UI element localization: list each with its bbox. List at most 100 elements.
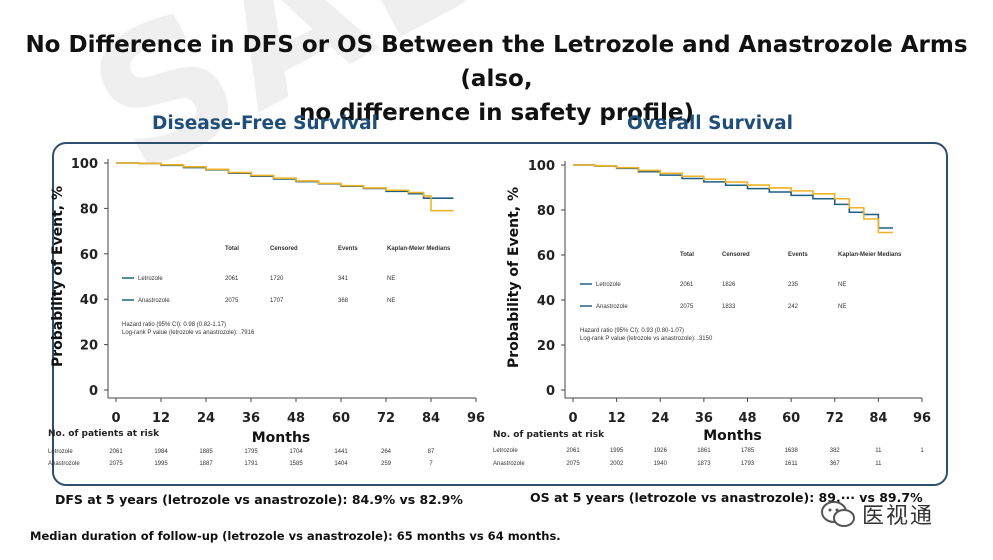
chart1-table-cell: NE	[838, 304, 846, 310]
chart1-table-cell: 2061	[680, 282, 694, 288]
chart1-x-tick-label: 96	[913, 411, 931, 426]
chart1-risk-value: 11	[875, 461, 882, 467]
chart1-y-axis-label: Probability of Event, %	[506, 187, 522, 368]
chart1-x-tick-label: 48	[738, 411, 756, 426]
chart1-risk-value: 1861	[697, 448, 711, 454]
chart1-pvalue: Log-rank P value (letrozole vs anastrozo…	[580, 336, 713, 342]
chart0-legend-label: Anastrozole	[138, 298, 170, 304]
chart1-risk-value: 2061	[566, 448, 580, 454]
chart0-pvalue: Log-rank P value (letrozole vs anastrozo…	[122, 330, 255, 336]
chart1-risk-arm: Letrozole	[493, 448, 518, 454]
logo-text: 医视通	[862, 504, 935, 529]
chart0-table-header: Total	[225, 246, 239, 252]
chart0-risk-value: 264	[381, 449, 392, 455]
chart0-risk-value: 2061	[109, 449, 123, 455]
chart1-legend-label: Letrozole	[596, 282, 621, 288]
chart0-table-cell: 368	[338, 298, 349, 304]
chart0-risk-value: 1585	[289, 461, 303, 467]
chart1-risk-value: 2075	[566, 461, 580, 467]
chart1-hazard-ratio: Hazard ratio (95% CI): 0.93 (0.80-1.07)	[580, 328, 684, 334]
chart1-series-anastrozole	[573, 164, 893, 234]
chart0-x-tick-label: 12	[152, 411, 170, 426]
chart1-table-header: Kaplan-Meier Medians	[838, 252, 902, 258]
chart1-table-cell: 1826	[722, 282, 736, 288]
chart0-legend-label: Letrozole	[138, 276, 163, 282]
chart1-risk-value: 1926	[654, 448, 668, 454]
chart1-risk-value: 1611	[785, 461, 799, 467]
chart1-table-header: Total	[680, 252, 694, 258]
chart1-risk-value: 2002	[610, 461, 624, 467]
chart0-risk-value: 1441	[334, 449, 348, 455]
dfs-5yr-note: DFS at 5 years (letrozole vs anastrozole…	[55, 492, 463, 507]
chart1-y-tick-label: 40	[537, 294, 555, 309]
chart1-table-cell: 242	[788, 304, 799, 310]
chart0-y-tick-label: 0	[89, 384, 98, 399]
chart0-x-tick-label: 48	[287, 411, 305, 426]
followup-note: Median duration of follow-up (letrozole …	[30, 529, 561, 543]
chart0-series-letrozole	[116, 162, 454, 199]
chart0-risk-value: 87	[428, 449, 435, 455]
chart1-table-cell: 2075	[680, 304, 694, 310]
chart1-x-tick-label: 24	[651, 411, 669, 426]
chart0-x-tick-label: 60	[332, 411, 350, 426]
wechat-logo: 医视通	[820, 494, 985, 534]
os-panel-title: Overall Survival	[627, 113, 793, 134]
chart0-y-tick-label: 80	[80, 202, 98, 217]
chart0-x-axis-label: Months	[252, 430, 311, 446]
chart1-risk-value: 1793	[741, 461, 755, 467]
chart1-table-header: Censored	[722, 252, 750, 258]
chart0-y-tick-label: 100	[71, 157, 98, 172]
chart0-table-cell: NE	[387, 298, 395, 304]
chart0-risk-arm: Letrozole	[48, 449, 73, 455]
chart0-risk-value: 1995	[154, 461, 168, 467]
chart1-table-cell: 1833	[722, 304, 736, 310]
chart0-x-tick-label: 96	[467, 411, 485, 426]
chart0-risk-arm: Anastrozole	[48, 461, 80, 467]
chart0-x-tick-label: 72	[377, 411, 395, 426]
chart1-risk-value: 382	[830, 448, 841, 454]
chart0-risk-value: 1984	[154, 449, 168, 455]
chart0-table-cell: 1720	[270, 276, 284, 282]
chart1-risk-value: 1638	[784, 448, 798, 454]
chart1-risk-value: 1785	[741, 448, 755, 454]
chart1-x-tick-label: 60	[782, 411, 800, 426]
chart0-risk-value: 1404	[334, 461, 348, 467]
chart1-risk-value: 1940	[654, 461, 668, 467]
chart1-y-tick-label: 20	[537, 339, 555, 354]
chart1-y-tick-label: 100	[528, 159, 555, 174]
chart0-table-cell: NE	[387, 276, 395, 282]
chart1-legend-label: Anastrozole	[596, 304, 628, 310]
chart0-y-tick-label: 60	[80, 248, 98, 263]
chart1-risk-value: 11	[875, 448, 882, 454]
chart0-x-tick-label: 36	[242, 411, 260, 426]
chart0-series-anastrozole	[116, 162, 454, 212]
chart0-risk-value: 1887	[199, 461, 213, 467]
chart0-risk-value: 7	[429, 461, 433, 467]
chart1-risk-value: 1873	[697, 461, 711, 467]
chart1-risk-value: 1995	[610, 448, 624, 454]
chart0-y-tick-label: 40	[80, 293, 98, 308]
chart0-y-axis-label: Probability of Event, %	[50, 186, 66, 367]
chart0-risk-value: 1885	[199, 449, 213, 455]
chart0-x-tick-label: 0	[111, 411, 120, 426]
chart0-table-header: Censored	[270, 246, 298, 252]
chart1-series-letrozole	[573, 164, 893, 229]
chart1-x-tick-label: 36	[695, 411, 713, 426]
chart0-x-tick-label: 24	[197, 411, 215, 426]
chart0-table-header: Kaplan-Meier Medians	[387, 246, 451, 252]
chart1-x-tick-label: 12	[608, 411, 626, 426]
charts-frame	[52, 142, 948, 486]
chart1-x-tick-label: 0	[568, 411, 577, 426]
chart0-risk-value: 259	[381, 461, 392, 467]
chart0-hazard-ratio: Hazard ratio (95% CI): 0.98 (0.82-1.17)	[122, 322, 226, 328]
chart0-table-header: Events	[338, 246, 358, 252]
chart0-table-cell: 1707	[270, 298, 284, 304]
chart1-y-tick-label: 80	[537, 204, 555, 219]
chart1-x-tick-label: 84	[869, 411, 887, 426]
chart1-risk-value: 367	[830, 461, 841, 467]
chart0-risk-value: 1704	[289, 449, 303, 455]
chart1-x-tick-label: 72	[826, 411, 844, 426]
chart0-risk-value: 2075	[109, 461, 123, 467]
chart1-risk-value: 1	[920, 448, 924, 454]
